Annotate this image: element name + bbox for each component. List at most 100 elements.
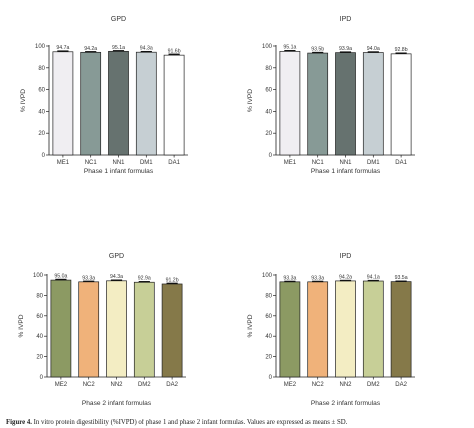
bar-dm1 xyxy=(362,52,384,156)
data-label: 94.2a xyxy=(339,275,352,281)
x-tick-label: NC2 xyxy=(312,382,325,388)
x-tick-label: NN2 xyxy=(339,382,352,388)
data-label: 93.3a xyxy=(283,275,296,281)
data-label: 93.5b xyxy=(311,47,324,53)
chart-gpd-phase-1: GPD % IVPD Phase 1 infant formulas 0 20 40 60 8… xyxy=(20,16,188,175)
bar-dm2 xyxy=(133,281,155,378)
data-label: 95.0a xyxy=(54,273,67,279)
bar-dm2 xyxy=(362,280,384,378)
y-tick-label: 80 xyxy=(265,66,272,72)
bar-nn1 xyxy=(108,50,129,156)
y-tick-label: 40 xyxy=(265,334,272,340)
y-tick-label: 60 xyxy=(265,88,272,94)
bar-me2 xyxy=(50,279,72,378)
y-tick-label: 60 xyxy=(265,314,272,320)
figure-caption-text: In vitro protein digestibility (%IVPD) o… xyxy=(31,419,348,426)
data-label: 95.1a xyxy=(283,45,296,51)
chart-gpd-phase-2: GPD % IVPD Phase 2 infant formulas 0 20 40 60 8… xyxy=(18,253,186,407)
y-tick-label: 40 xyxy=(265,109,272,115)
bar-da2 xyxy=(390,281,412,378)
y-tick-label: 20 xyxy=(36,355,43,361)
data-label: 91.2b xyxy=(166,277,179,283)
x-tick-label: ME1 xyxy=(57,160,70,166)
bar-me2 xyxy=(279,281,301,378)
bar-nn1 xyxy=(335,52,356,156)
data-label: 94.3a xyxy=(110,274,123,280)
chart-ipd-phase-2: IPD % IVPD Phase 2 infant formulas 0 20 40 60 8… xyxy=(247,253,415,407)
chart-title: GPD xyxy=(109,253,124,260)
x-tick-label: NN1 xyxy=(112,160,125,166)
y-tick-label: 20 xyxy=(38,131,45,137)
bar-nc1 xyxy=(307,52,329,156)
figure-caption: Figure 4. In vitro protein digestibility… xyxy=(6,419,474,426)
x-tick-label: DA1 xyxy=(168,160,180,166)
bar-nc1 xyxy=(80,51,102,156)
x-tick-label: ME2 xyxy=(284,382,297,388)
y-axis-label: % IVPD xyxy=(18,314,25,337)
bar-da1 xyxy=(163,54,185,156)
y-tick-label: 40 xyxy=(36,334,43,340)
x-tick-label: DA1 xyxy=(395,160,407,166)
x-tick-label: DA2 xyxy=(166,382,178,388)
data-label: 93.5a xyxy=(395,275,408,281)
chart-title: IPD xyxy=(340,16,352,23)
figure-caption-label: Figure 4. xyxy=(6,419,32,426)
data-label: 94.0a xyxy=(367,46,380,52)
chart-ipd-phase-1: IPD % IVPD Phase 1 infant formulas 0 20 40 60 8… xyxy=(247,16,415,175)
y-tick-label: 60 xyxy=(36,314,43,320)
x-axis-label: Phase 2 infant formulas xyxy=(311,400,381,407)
data-label: 94.2a xyxy=(84,46,97,52)
x-tick-label: DM2 xyxy=(367,382,380,388)
y-tick-label: 20 xyxy=(265,131,272,137)
x-tick-label: NC1 xyxy=(85,160,98,166)
data-label: 93.3a xyxy=(311,275,324,281)
y-tick-label: 0 xyxy=(269,153,273,159)
data-label: 93.3a xyxy=(82,275,95,281)
data-label: 94.1a xyxy=(367,275,380,281)
bar-me1 xyxy=(279,50,301,156)
bar-da1 xyxy=(390,53,412,156)
bar-nn2 xyxy=(106,280,127,378)
bar-nn2 xyxy=(335,280,356,378)
y-tick-label: 20 xyxy=(265,355,272,361)
y-tick-label: 60 xyxy=(38,88,45,94)
chart-title: IPD xyxy=(340,253,352,260)
bar-nc2 xyxy=(78,281,100,378)
y-tick-label: 0 xyxy=(40,375,44,381)
x-tick-label: DA2 xyxy=(395,382,407,388)
y-tick-label: 0 xyxy=(269,375,273,381)
x-tick-label: NC2 xyxy=(83,382,96,388)
bar-dm1 xyxy=(135,51,157,156)
data-label: 93.9a xyxy=(339,46,352,52)
y-tick-label: 0 xyxy=(42,153,46,159)
y-tick-label: 100 xyxy=(33,273,44,279)
chart-title: GPD xyxy=(111,16,126,23)
data-label: 91.6b xyxy=(168,48,181,54)
y-tick-label: 80 xyxy=(265,293,272,299)
x-tick-label: NC1 xyxy=(312,160,325,166)
x-tick-label: DM1 xyxy=(140,160,153,166)
x-tick-label: DM1 xyxy=(367,160,380,166)
x-tick-label: ME2 xyxy=(55,382,68,388)
y-axis-label: % IVPD xyxy=(247,314,254,337)
data-label: 92.9a xyxy=(138,276,151,282)
bar-me1 xyxy=(52,51,74,156)
data-label: 92.8b xyxy=(395,47,408,53)
y-tick-label: 80 xyxy=(38,66,45,72)
x-axis-label: Phase 1 infant formulas xyxy=(84,168,154,175)
x-axis-label: Phase 1 infant formulas xyxy=(311,168,381,175)
data-label: 94.7a xyxy=(56,45,69,51)
y-axis-label: % IVPD xyxy=(20,89,27,112)
data-label: 95.1a xyxy=(112,45,125,51)
y-tick-label: 100 xyxy=(35,44,46,50)
y-axis-label: % IVPD xyxy=(247,89,254,112)
bar-nc2 xyxy=(307,281,329,378)
x-tick-label: NN2 xyxy=(110,382,123,388)
y-tick-label: 80 xyxy=(36,293,43,299)
data-label: 94.3a xyxy=(140,46,153,52)
y-tick-label: 40 xyxy=(38,109,45,115)
x-tick-label: DM2 xyxy=(138,382,151,388)
y-tick-label: 100 xyxy=(262,273,273,279)
bar-da2 xyxy=(161,283,183,378)
y-tick-label: 100 xyxy=(262,44,273,50)
